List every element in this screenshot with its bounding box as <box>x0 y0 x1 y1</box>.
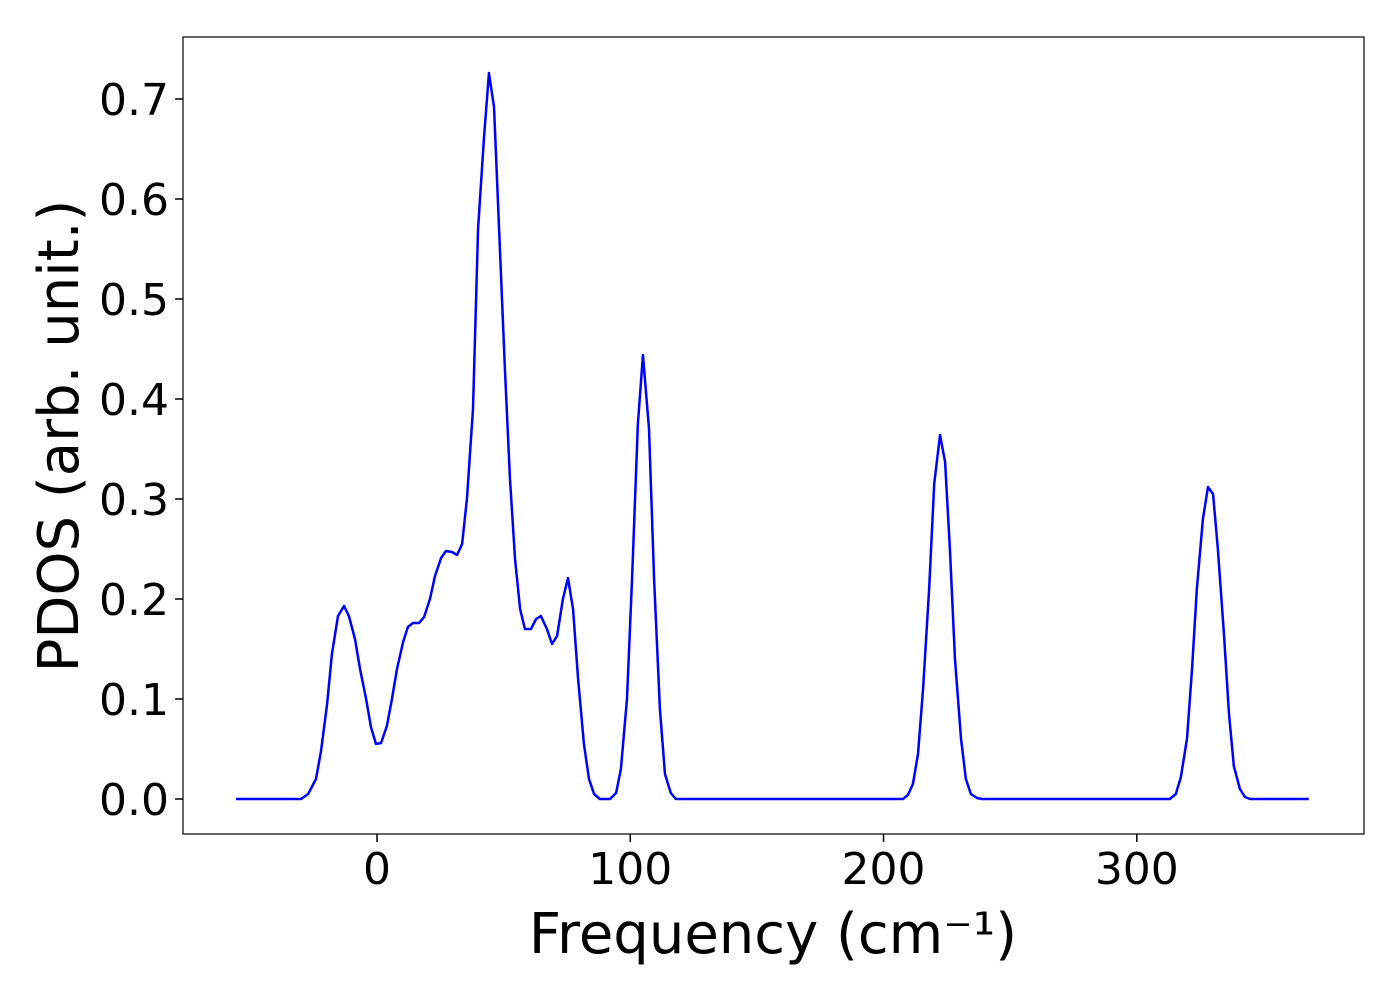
y-tick-label: 0.1 <box>99 675 169 726</box>
y-tick-label: 0.2 <box>99 575 169 626</box>
y-tick-label: 0.6 <box>99 175 169 226</box>
data-line <box>235 71 1309 801</box>
x-tick-label: 100 <box>588 844 672 895</box>
x-tick-label: 300 <box>1095 844 1179 895</box>
y-tick-label: 0.0 <box>99 775 169 826</box>
x-axis-label: Frequency (cm⁻¹) <box>529 902 1017 967</box>
y-axis-label: PDOS (arb. unit.) <box>27 200 92 673</box>
y-tick-label: 0.3 <box>99 475 169 526</box>
plot-frame <box>182 36 1365 835</box>
y-tick-label: 0.4 <box>99 375 169 426</box>
x-tick-label: 0 <box>363 844 391 895</box>
y-tick-label: 0.7 <box>99 75 169 126</box>
y-tick-label: 0.5 <box>99 275 169 326</box>
x-tick-label: 200 <box>842 844 926 895</box>
